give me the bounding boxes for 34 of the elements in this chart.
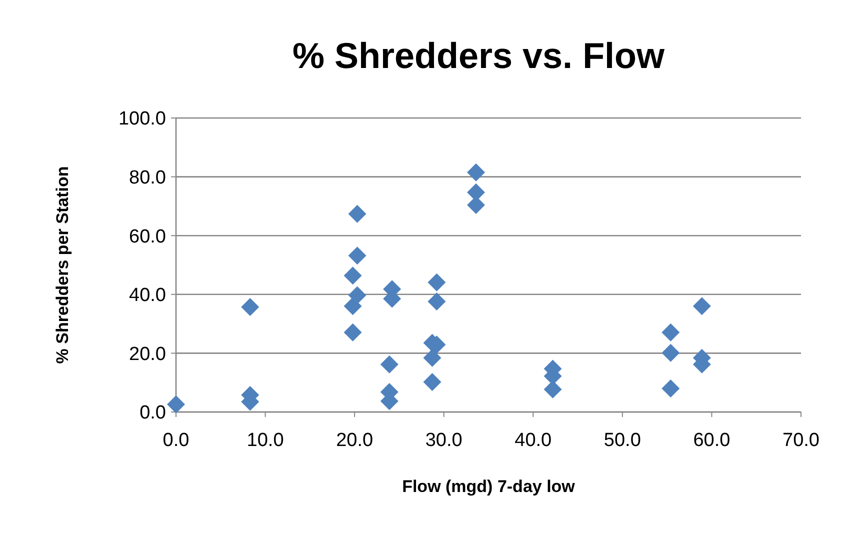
x-tick-label: 70.0 bbox=[782, 430, 820, 451]
point bbox=[423, 348, 442, 367]
y-tick-label: 0.0 bbox=[140, 402, 166, 424]
x-tick-label: 40.0 bbox=[514, 430, 552, 451]
point bbox=[662, 344, 680, 362]
point bbox=[662, 323, 680, 342]
point bbox=[662, 379, 680, 398]
point bbox=[692, 297, 711, 316]
point bbox=[428, 292, 446, 310]
point bbox=[423, 373, 442, 392]
x-tick-label: 50.0 bbox=[604, 430, 641, 451]
chart-title: % Shredders vs. Flow bbox=[292, 35, 666, 76]
point bbox=[344, 323, 362, 342]
y-tick-label: 20.0 bbox=[129, 344, 166, 365]
point bbox=[467, 163, 485, 182]
x-tick-label: 60.0 bbox=[693, 430, 730, 451]
x-tick-label: 20.0 bbox=[336, 430, 374, 451]
point bbox=[428, 273, 446, 292]
point bbox=[380, 355, 398, 374]
y-tick-label: 100.0 bbox=[118, 108, 166, 130]
x-tick-label: 0.0 bbox=[162, 430, 190, 451]
point bbox=[167, 395, 185, 414]
x-tick-label: 10.0 bbox=[246, 430, 284, 451]
point bbox=[344, 297, 362, 316]
x-tick-label: 30.0 bbox=[425, 430, 462, 451]
y-tick-label: 60.0 bbox=[129, 226, 166, 248]
point bbox=[348, 246, 366, 265]
y-axis-title: % Shredders per Station bbox=[53, 166, 72, 364]
point bbox=[348, 204, 366, 223]
point bbox=[344, 266, 362, 285]
y-tick-label: 40.0 bbox=[129, 285, 166, 306]
y-tick-label: 80.0 bbox=[129, 167, 166, 188]
x-axis-title: Flow (mgd) 7-day low bbox=[402, 477, 576, 496]
point bbox=[241, 298, 260, 316]
